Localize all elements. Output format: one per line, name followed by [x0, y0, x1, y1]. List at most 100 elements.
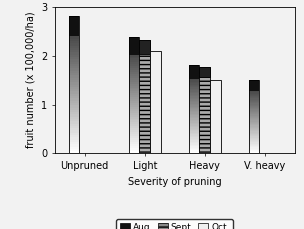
- Bar: [129, 140, 139, 142]
- Bar: [249, 142, 259, 144]
- Bar: [129, 123, 139, 124]
- Bar: [129, 47, 139, 49]
- Bar: [249, 105, 259, 106]
- Bar: [188, 131, 199, 133]
- Bar: [129, 103, 139, 105]
- Bar: [68, 20, 79, 22]
- Bar: [68, 48, 79, 50]
- Bar: [249, 97, 259, 98]
- Bar: [129, 37, 139, 55]
- Bar: [249, 112, 259, 113]
- Bar: [129, 124, 139, 126]
- Bar: [129, 37, 139, 39]
- Bar: [249, 144, 259, 145]
- Bar: [68, 30, 79, 32]
- Bar: [249, 87, 259, 89]
- Bar: [129, 99, 139, 101]
- Bar: [129, 86, 139, 87]
- Bar: [139, 40, 150, 153]
- Bar: [188, 124, 199, 125]
- Bar: [188, 98, 199, 99]
- Bar: [188, 87, 199, 89]
- Bar: [68, 135, 79, 137]
- Bar: [249, 86, 259, 87]
- Bar: [129, 68, 139, 70]
- Bar: [249, 94, 259, 95]
- Bar: [249, 117, 259, 118]
- Bar: [188, 70, 199, 71]
- Bar: [249, 147, 259, 149]
- Bar: [188, 80, 199, 82]
- Bar: [188, 73, 199, 74]
- Bar: [68, 64, 79, 66]
- Bar: [249, 127, 259, 128]
- Bar: [249, 116, 259, 117]
- Bar: [68, 16, 79, 153]
- Bar: [188, 115, 199, 117]
- Bar: [188, 65, 199, 79]
- Bar: [68, 71, 79, 73]
- Bar: [249, 80, 259, 81]
- Y-axis label: fruit number (x 100,000/ha): fruit number (x 100,000/ha): [25, 12, 35, 148]
- Bar: [188, 105, 199, 106]
- Bar: [188, 83, 199, 85]
- Bar: [129, 80, 139, 82]
- Bar: [249, 150, 259, 151]
- Bar: [68, 52, 79, 55]
- Bar: [68, 151, 79, 153]
- Bar: [249, 90, 259, 91]
- Bar: [129, 64, 139, 66]
- Bar: [129, 82, 139, 84]
- Bar: [188, 74, 199, 76]
- Bar: [129, 150, 139, 152]
- Bar: [188, 108, 199, 109]
- Bar: [188, 90, 199, 92]
- Bar: [249, 101, 259, 102]
- Bar: [249, 84, 259, 85]
- Bar: [68, 114, 79, 117]
- Bar: [188, 118, 199, 120]
- Bar: [188, 68, 199, 70]
- Bar: [129, 107, 139, 109]
- Bar: [188, 143, 199, 145]
- Bar: [249, 85, 259, 86]
- Bar: [68, 59, 79, 62]
- Bar: [129, 55, 139, 57]
- Bar: [129, 115, 139, 117]
- Bar: [68, 96, 79, 98]
- Bar: [129, 53, 139, 55]
- Bar: [68, 126, 79, 128]
- Bar: [129, 41, 139, 43]
- Bar: [68, 62, 79, 64]
- Bar: [249, 125, 259, 127]
- Bar: [129, 144, 139, 146]
- Bar: [129, 91, 139, 93]
- Bar: [249, 122, 259, 123]
- Bar: [188, 134, 199, 136]
- Bar: [249, 145, 259, 146]
- Bar: [68, 18, 79, 20]
- Legend: Aug., Sept., Oct.: Aug., Sept., Oct.: [116, 220, 233, 229]
- Bar: [129, 142, 139, 144]
- Bar: [249, 108, 259, 109]
- Bar: [68, 101, 79, 103]
- Bar: [249, 113, 259, 114]
- Bar: [188, 152, 199, 153]
- Bar: [249, 133, 259, 134]
- Bar: [129, 109, 139, 111]
- Bar: [68, 34, 79, 36]
- Bar: [249, 149, 259, 150]
- Bar: [249, 102, 259, 103]
- Bar: [68, 16, 79, 36]
- Bar: [249, 98, 259, 100]
- Bar: [249, 123, 259, 124]
- Bar: [188, 76, 199, 77]
- Bar: [129, 128, 139, 130]
- Bar: [188, 127, 199, 128]
- Bar: [68, 85, 79, 87]
- Bar: [129, 117, 139, 119]
- Bar: [150, 51, 161, 153]
- Bar: [188, 99, 199, 101]
- Bar: [249, 138, 259, 139]
- Bar: [68, 119, 79, 121]
